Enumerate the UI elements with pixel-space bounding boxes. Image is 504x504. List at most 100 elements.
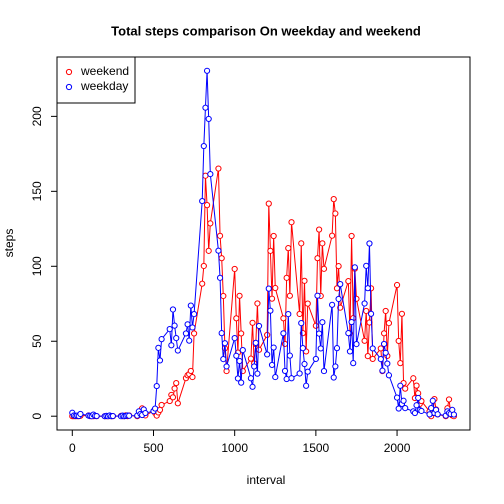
data-point <box>207 170 214 178</box>
data-point <box>155 344 162 351</box>
data-point <box>153 382 160 390</box>
data-point <box>335 263 342 270</box>
y-axis-label: steps <box>2 229 16 258</box>
data-point <box>314 255 321 262</box>
data-point <box>126 412 133 419</box>
legend-box <box>56 56 136 104</box>
data-point <box>281 340 289 348</box>
data-point <box>288 219 295 226</box>
data-point <box>397 360 404 367</box>
data-point <box>166 397 173 405</box>
data-point <box>348 232 355 240</box>
data-point <box>186 337 193 344</box>
data-point <box>382 307 389 315</box>
y-tick-label: 0 <box>30 413 44 420</box>
data-point <box>415 394 422 402</box>
data-point <box>234 375 242 382</box>
legend-label: weekday <box>80 79 128 93</box>
data-point <box>199 197 206 205</box>
data-point <box>304 300 311 307</box>
data-point <box>267 307 274 314</box>
data-point <box>397 382 404 389</box>
data-point <box>231 265 238 273</box>
data-point <box>353 340 360 348</box>
data-point <box>231 334 238 342</box>
data-point <box>411 409 419 417</box>
data-point <box>174 400 181 407</box>
data-point <box>236 357 243 365</box>
data-point <box>199 280 206 287</box>
data-point <box>156 357 164 364</box>
data-point <box>351 264 358 271</box>
data-point <box>299 345 306 352</box>
data-point <box>233 315 240 322</box>
data-point <box>286 292 293 299</box>
data-point <box>265 285 272 292</box>
data-point <box>384 360 391 367</box>
legend-symbol <box>65 83 73 91</box>
data-point <box>187 302 194 309</box>
data-point <box>238 379 245 386</box>
data-point <box>361 300 368 307</box>
data-point <box>319 319 326 326</box>
data-point <box>173 379 180 387</box>
data-point <box>380 330 388 337</box>
x-tick-label: 2000 <box>384 441 411 455</box>
data-point <box>142 409 149 417</box>
data-point <box>239 367 246 375</box>
data-point <box>379 367 386 374</box>
data-point <box>247 355 255 362</box>
data-point <box>249 319 256 326</box>
data-point <box>189 373 196 381</box>
data-point <box>218 255 225 262</box>
data-point <box>367 310 375 317</box>
data-point <box>385 372 393 379</box>
data-point <box>345 330 352 337</box>
data-point <box>395 337 402 345</box>
data-point <box>363 307 370 315</box>
data-point <box>174 347 181 354</box>
data-point <box>329 232 336 239</box>
data-point <box>270 232 277 240</box>
data-point <box>272 284 279 292</box>
data-point <box>203 202 211 209</box>
data-point <box>187 367 194 375</box>
data-point <box>280 330 287 337</box>
data-point <box>402 385 409 392</box>
data-point <box>252 339 259 346</box>
data-point <box>337 281 344 288</box>
y-tick-label: 50 <box>30 334 44 348</box>
data-point <box>168 342 175 349</box>
data-point <box>223 363 230 370</box>
data-point <box>304 368 311 375</box>
data-point <box>280 315 287 322</box>
x-tick-label: 500 <box>143 441 163 455</box>
data-point <box>200 142 207 150</box>
data-point <box>173 334 180 342</box>
x-tick-label: 0 <box>69 441 76 455</box>
data-point <box>238 330 245 337</box>
data-point <box>395 405 402 412</box>
data-point <box>281 367 289 375</box>
data-point <box>400 397 407 404</box>
data-point <box>330 374 337 381</box>
data-point <box>369 345 376 352</box>
x-tick-label: 1000 <box>221 441 248 455</box>
data-point <box>346 348 354 355</box>
x-tick-label: 1500 <box>303 441 330 455</box>
data-point <box>314 292 321 299</box>
data-point <box>445 396 453 403</box>
data-point <box>319 240 326 247</box>
legend-symbol <box>65 68 73 76</box>
data-point <box>296 310 303 318</box>
data-point <box>270 344 277 351</box>
data-point <box>221 340 229 347</box>
data-point <box>364 352 371 360</box>
data-point <box>303 382 310 389</box>
data-point <box>215 165 222 172</box>
y-tick-label: 200 <box>30 106 44 126</box>
y-tick-label: 100 <box>30 256 44 276</box>
data-point <box>301 360 308 368</box>
data-point <box>377 355 384 363</box>
x-axis-label: interval <box>247 473 286 487</box>
